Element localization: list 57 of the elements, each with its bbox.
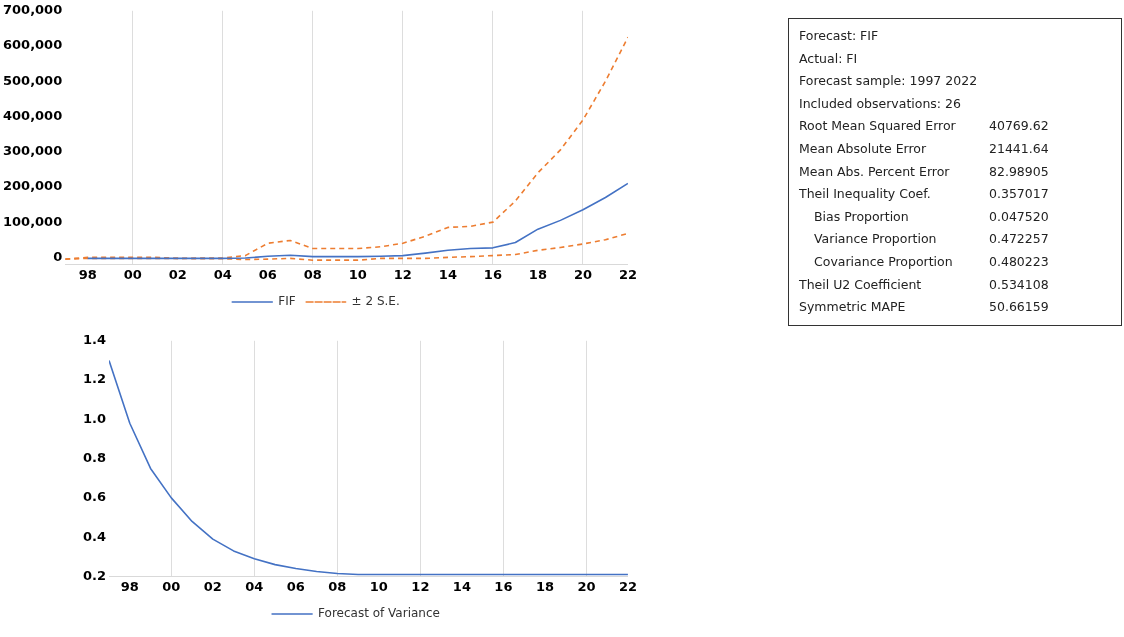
x-tick-label: 18: [535, 578, 554, 594]
x-tick-label: 98: [120, 578, 139, 594]
x-tick-label: 10: [369, 578, 388, 594]
y-tick-label: 0.2: [83, 567, 107, 583]
y-tick-label: 0.4: [83, 528, 107, 544]
x-tick-label: 12: [411, 578, 430, 594]
text: Mean Absolute Error 21441.64: [799, 140, 1049, 156]
x-tick-label: 14: [452, 578, 471, 594]
text: Bias Proportion 0.047520: [814, 208, 1049, 224]
text: Forecast sample: 1997 2022: [799, 72, 978, 91]
text: Forecast: FIF: [799, 27, 879, 45]
y-tick-label: 200,000: [2, 178, 63, 194]
x-tick-label: 02: [168, 266, 187, 282]
y-tick-label: 300,000: [2, 143, 63, 159]
x-tick-label: 14: [438, 266, 457, 282]
text: Theil U2 Coefficient 0.534108: [799, 276, 1049, 292]
x-tick-label: 16: [494, 578, 513, 594]
x-tick-label: 06: [258, 266, 277, 282]
text: Included observations: 26: [799, 94, 961, 113]
y-tick-label: 500,000: [2, 72, 63, 88]
x-tick-label: 08: [303, 266, 322, 282]
text: Variance Proportion 0.472257: [814, 231, 1049, 247]
text: Mean Abs. Percent Error 82.98905: [799, 163, 1049, 179]
y-tick-label: 700,000: [2, 2, 63, 18]
y-tick-label: 400,000: [2, 107, 63, 123]
x-tick-label: 08: [328, 578, 347, 594]
legend-label: FIF: [278, 294, 296, 309]
legend-label: ± 2 S.E.: [351, 294, 400, 309]
y-tick-label: 1.2: [83, 371, 107, 387]
y-tick-label: 1.0: [83, 410, 107, 426]
text: Root Mean Squared Error 40769.62: [799, 118, 1049, 134]
x-tick-label: 04: [245, 578, 264, 594]
y-tick-label: 0: [53, 248, 63, 264]
y-tick-label: 0.8: [83, 449, 107, 465]
x-tick-label: 04: [213, 266, 232, 282]
text: Symmetric MAPE 50.66159: [799, 299, 1049, 315]
x-tick-label: 20: [573, 266, 592, 282]
x-tick-label: 12: [393, 266, 412, 282]
y-tick-label: 0.6: [83, 489, 107, 505]
x-tick-label: 20: [577, 578, 596, 594]
text: Theil Inequality Coef. 0.357017: [799, 186, 1049, 202]
x-tick-label: 16: [483, 266, 502, 282]
x-tick-label: 10: [348, 266, 367, 282]
text: Actual: FI: [799, 49, 858, 68]
x-tick-label: 18: [528, 266, 547, 282]
x-tick-label: 06: [286, 578, 305, 594]
x-tick-label: 02: [203, 578, 222, 594]
y-tick-label: 1.4: [83, 332, 107, 348]
x-tick-label: 22: [618, 266, 637, 282]
x-tick-label: 00: [162, 578, 181, 594]
y-tick-label: 600,000: [2, 37, 63, 53]
x-tick-label: 98: [78, 266, 97, 282]
x-tick-label: 00: [123, 266, 142, 282]
y-tick-label: 100,000: [2, 213, 63, 229]
x-tick-label: 22: [618, 578, 637, 594]
legend-label: Forecast of Variance: [318, 606, 440, 621]
text: Covariance Proportion 0.480223: [814, 253, 1049, 269]
